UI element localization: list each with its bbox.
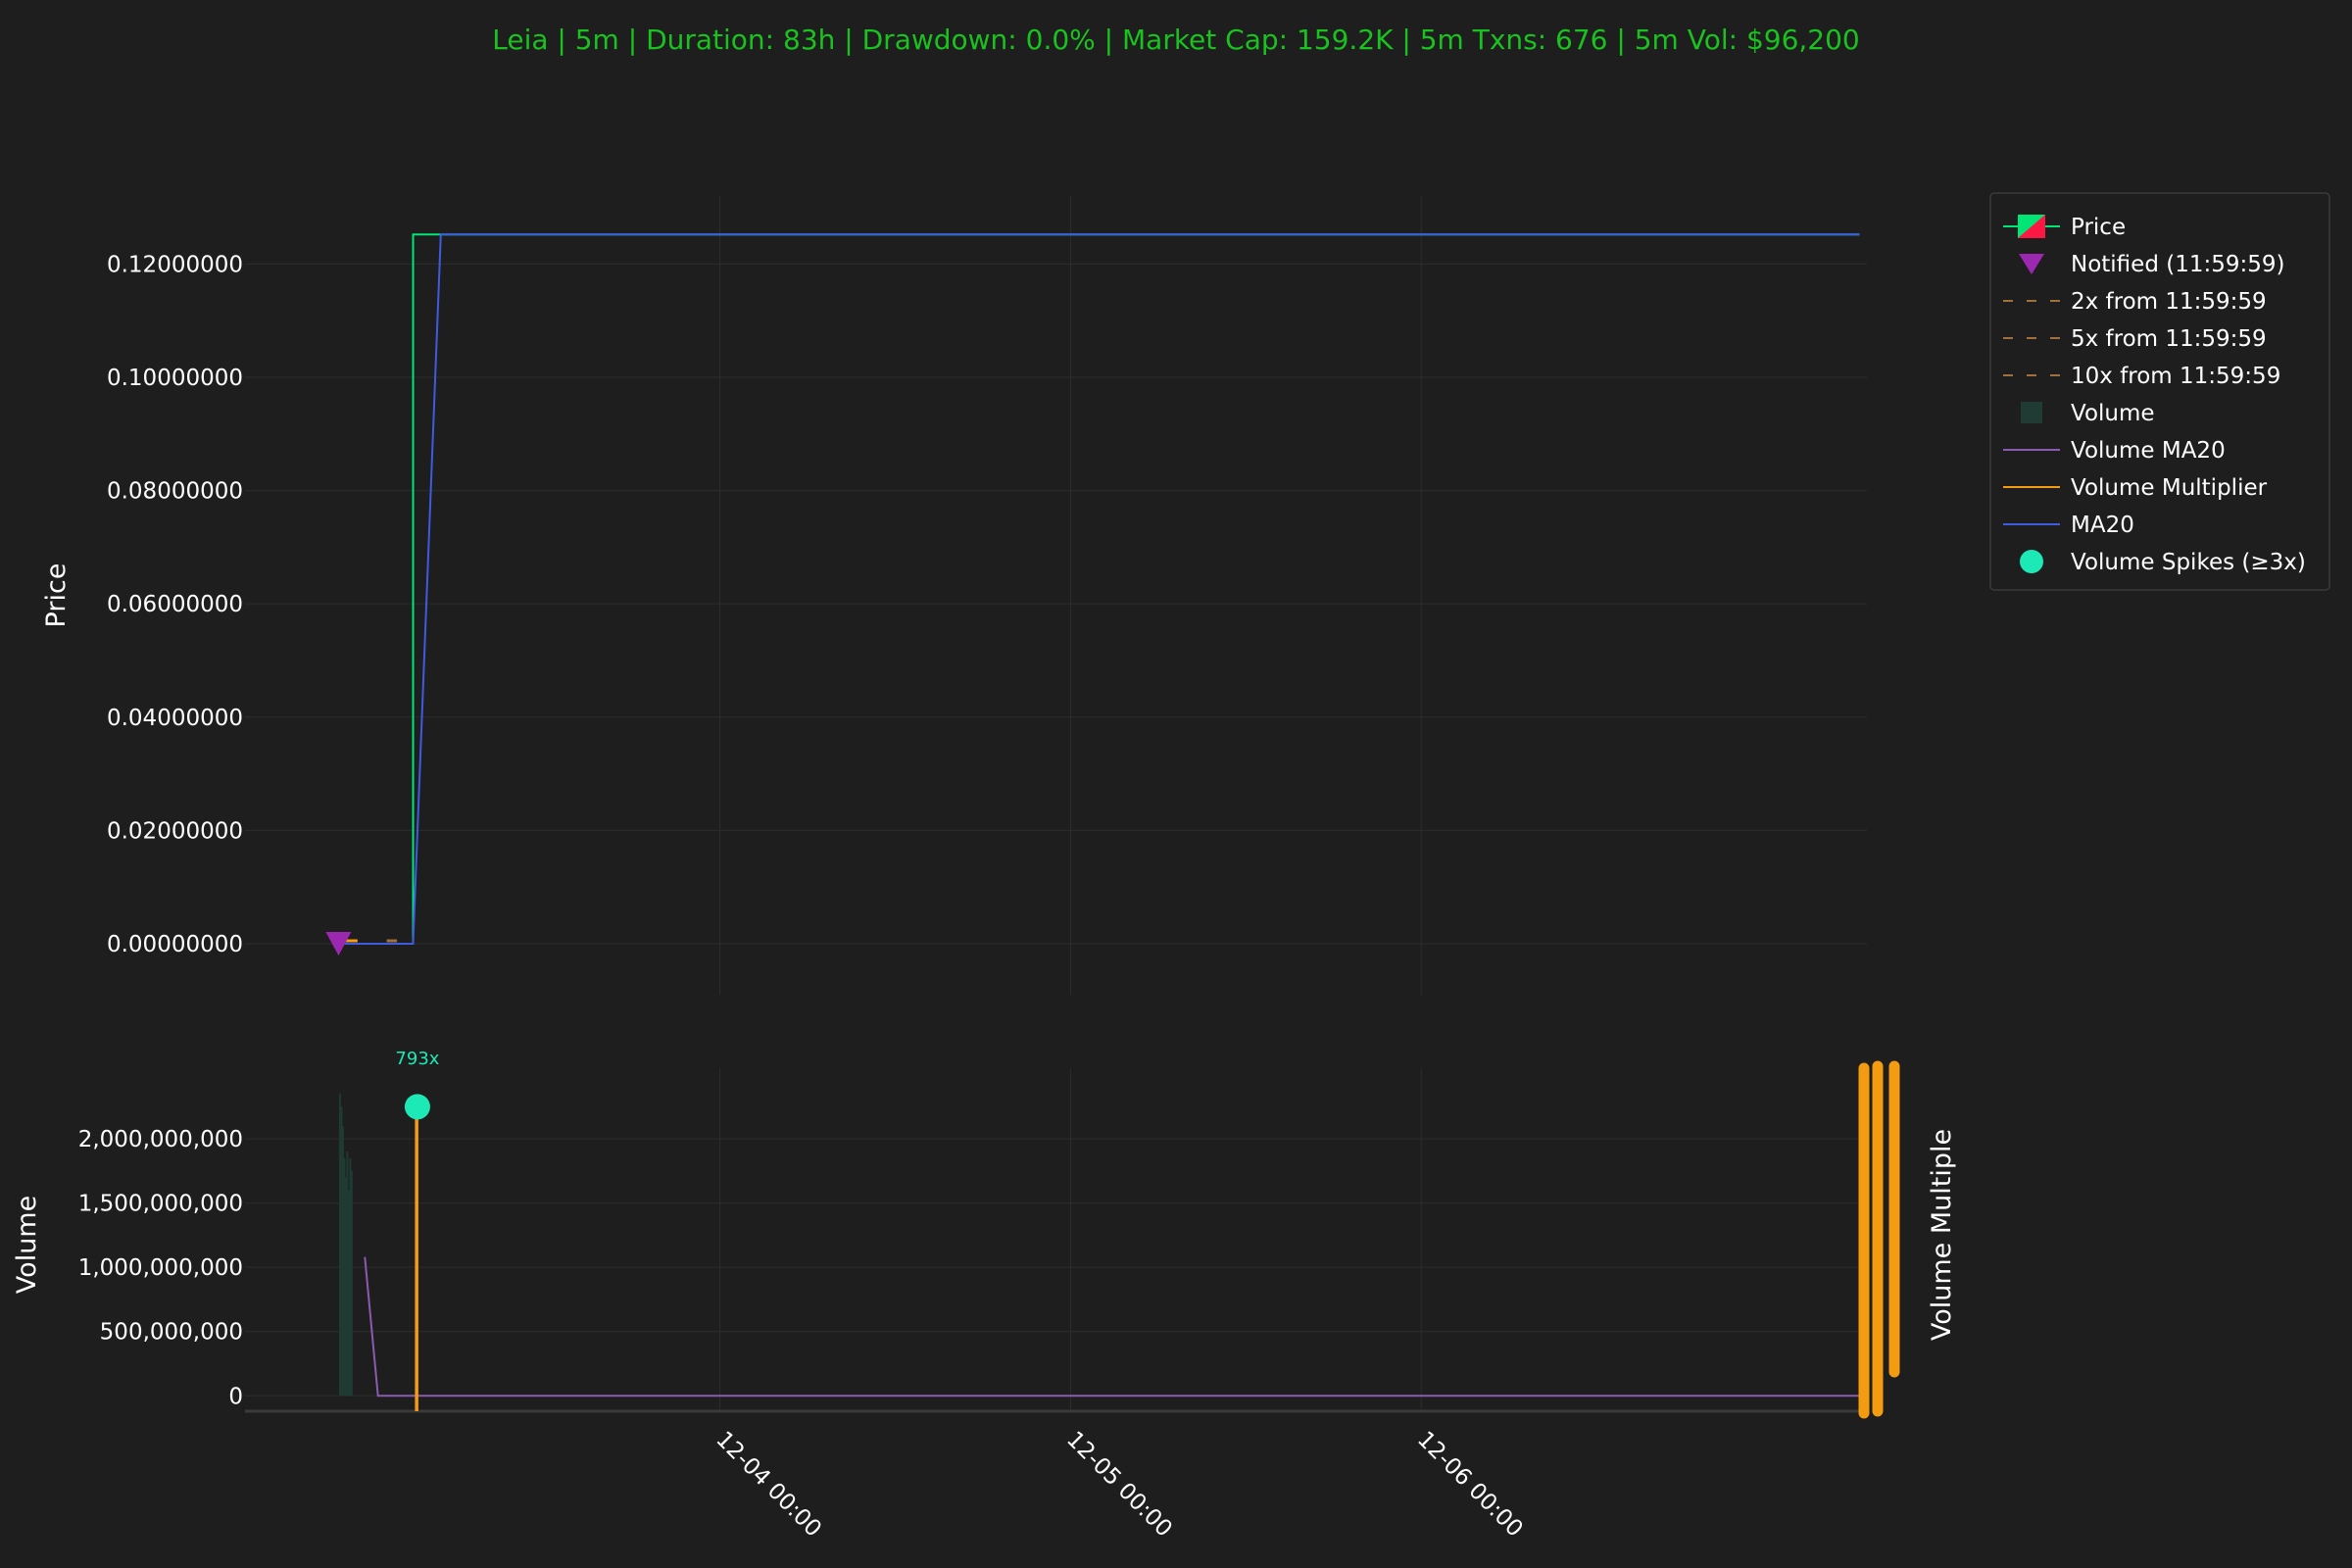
legend-item-label: MA20 xyxy=(2071,513,2134,538)
price-y-tick-label: 0.06000000 xyxy=(107,592,243,617)
legend-item-label: Volume Spikes (≥3x) xyxy=(2071,550,2306,575)
square-icon xyxy=(2021,402,2042,423)
volume-y-tick-label: 1,500,000,000 xyxy=(78,1192,243,1217)
notified-marker xyxy=(325,931,352,956)
volume-spike-marker xyxy=(404,1094,430,1120)
legend-item-label: 10x from 11:59:59 xyxy=(2071,364,2280,389)
volume-multiplier-line xyxy=(415,1105,418,1411)
legend-item-label: Notified (11:59:59) xyxy=(2071,252,2284,277)
price-y-tick-label: 0.10000000 xyxy=(107,366,243,391)
volume-y-axis-title: Volume xyxy=(12,1196,42,1294)
price-y-tick-label: 0.08000000 xyxy=(107,479,243,505)
price-y-tick-label: 0.00000000 xyxy=(107,932,243,957)
volume-bar xyxy=(344,1177,347,1396)
volume-y-tick-label: 1,000,000,000 xyxy=(78,1255,243,1281)
volume-bar xyxy=(343,1157,346,1396)
volume-bar xyxy=(347,1190,350,1396)
legend-box xyxy=(1989,192,2330,591)
volume-ma20-line xyxy=(364,1256,1860,1397)
volume-multiple-axis-title: Volume Multiple xyxy=(1927,1129,1957,1341)
legend-item-label: Price xyxy=(2071,215,2126,240)
legend-item-label: 2x from 11:59:59 xyxy=(2071,289,2267,315)
price-y-axis-title: Price xyxy=(41,564,72,628)
candle-icon xyxy=(2018,215,2045,238)
ma20-series-line xyxy=(339,233,1860,945)
chart-title: Leia | 5m | Duration: 83h | Drawdown: 0.… xyxy=(492,24,1860,56)
volume-y-tick-label: 2,000,000,000 xyxy=(78,1127,243,1152)
volume-bar xyxy=(340,1106,343,1396)
legend-item-label: Volume xyxy=(2071,401,2155,426)
volume-spike-label: 793x xyxy=(395,1049,439,1069)
legend-item-label: Volume Multiplier xyxy=(2071,475,2268,501)
legend-item-label: Volume MA20 xyxy=(2071,438,2226,464)
x-tick-label: 12-04 00:00 xyxy=(710,1427,826,1543)
volume-bar xyxy=(346,1152,349,1396)
legend: Price Notified (11:59:59) 2x from 11:59:59… xyxy=(1989,192,2330,591)
volume-bar xyxy=(349,1157,352,1396)
price-series-line xyxy=(339,233,1860,945)
circle-icon xyxy=(2020,550,2043,573)
volume-y-tick-label: 0 xyxy=(228,1384,243,1409)
triangle-down-icon xyxy=(2019,254,2044,274)
legend-item-label: 5x from 11:59:59 xyxy=(2071,326,2267,352)
x-tick-label: 12-06 00:00 xyxy=(1412,1427,1528,1543)
volume-y-tick-label: 500,000,000 xyxy=(100,1320,243,1346)
price-panel: 0.00000000 0.02000000 0.04000000 0.06000000… xyxy=(41,196,1867,995)
volume-panel: 12-04 00:00 12-05 00:00 12-06 00:00 0 500,00… xyxy=(12,1049,1957,1543)
price-y-tick-label: 0.04000000 xyxy=(107,706,243,731)
volume-bar xyxy=(350,1170,353,1396)
volume-bar xyxy=(341,1125,344,1396)
volume-bar xyxy=(338,1094,341,1396)
x-tick-label: 12-05 00:00 xyxy=(1061,1427,1177,1543)
price-y-tick-label: 0.12000000 xyxy=(107,252,243,277)
price-y-tick-label: 0.02000000 xyxy=(107,818,243,844)
